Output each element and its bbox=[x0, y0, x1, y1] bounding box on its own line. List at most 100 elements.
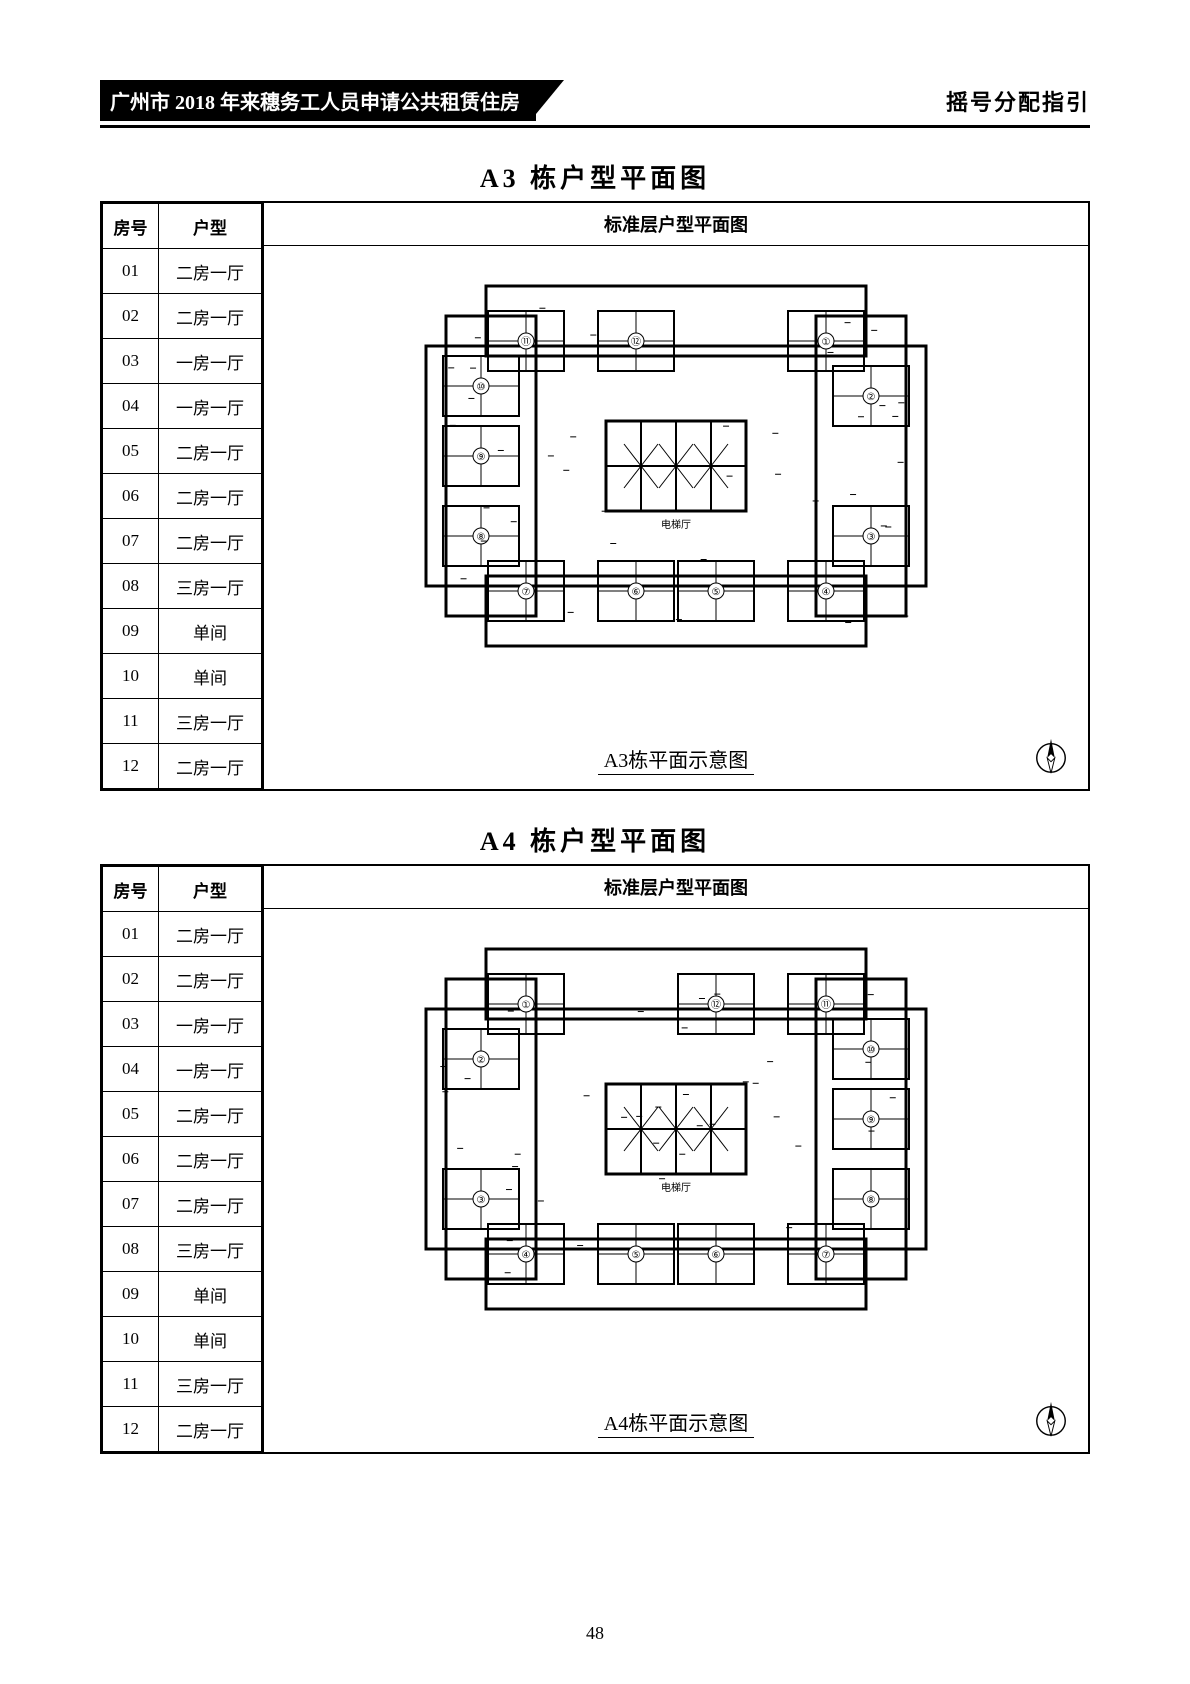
table-cell: 01 bbox=[103, 249, 159, 294]
header-left-badge: 广州市 2018 年来穗务工人员申请公共租赁住房 bbox=[100, 80, 536, 121]
table-cell: 三房一厅 bbox=[159, 1362, 262, 1407]
table-cell: 08 bbox=[103, 564, 159, 609]
section-title: A3 栋户型平面图 bbox=[100, 158, 1090, 195]
table-cell: 一房一厅 bbox=[159, 1047, 262, 1092]
table-row: 02二房一厅 bbox=[103, 957, 262, 1002]
table-row: 08三房一厅 bbox=[103, 1227, 262, 1272]
table-row: 10单间 bbox=[103, 1317, 262, 1362]
plan-caption: A4栋平面示意图 bbox=[264, 1407, 1088, 1436]
table-cell: 12 bbox=[103, 744, 159, 789]
table-header-cell: 户型 bbox=[159, 204, 262, 249]
table-row: 05二房一厅 bbox=[103, 429, 262, 474]
table-row: 07二房一厅 bbox=[103, 1182, 262, 1227]
svg-text:③: ③ bbox=[867, 532, 876, 543]
svg-text:⑨: ⑨ bbox=[477, 452, 486, 463]
table-cell: 10 bbox=[103, 654, 159, 699]
table-row: 10单间 bbox=[103, 654, 262, 699]
table-cell: 07 bbox=[103, 519, 159, 564]
svg-text:⑪: ⑪ bbox=[521, 336, 531, 348]
table-cell: 二房一厅 bbox=[159, 744, 262, 789]
room-table: 房号户型01二房一厅02二房一厅03一房一厅04一房一厅05二房一厅06二房一厅… bbox=[102, 866, 262, 1452]
svg-text:②: ② bbox=[477, 1055, 486, 1066]
compass-icon bbox=[1032, 737, 1070, 775]
table-cell: 08 bbox=[103, 1227, 159, 1272]
svg-text:③: ③ bbox=[477, 1195, 486, 1206]
room-table: 房号户型01二房一厅02二房一厅03一房一厅04一房一厅05二房一厅06二房一厅… bbox=[102, 203, 262, 789]
table-cell: 03 bbox=[103, 339, 159, 384]
table-cell: 06 bbox=[103, 474, 159, 519]
svg-text:④: ④ bbox=[522, 1250, 531, 1261]
table-cell: 二房一厅 bbox=[159, 957, 262, 1002]
table-row: 01二房一厅 bbox=[103, 249, 262, 294]
table-cell: 单间 bbox=[159, 654, 262, 699]
table-cell: 单间 bbox=[159, 1317, 262, 1362]
table-row: 03一房一厅 bbox=[103, 1002, 262, 1047]
table-row: 11三房一厅 bbox=[103, 1362, 262, 1407]
svg-text:⑥: ⑥ bbox=[632, 587, 641, 598]
svg-text:⑤: ⑤ bbox=[632, 1250, 641, 1261]
table-cell: 二房一厅 bbox=[159, 1092, 262, 1137]
svg-text:⑩: ⑩ bbox=[477, 382, 486, 393]
table-cell: 09 bbox=[103, 609, 159, 654]
table-cell: 06 bbox=[103, 1137, 159, 1182]
compass-icon bbox=[1032, 1400, 1070, 1438]
table-row: 11三房一厅 bbox=[103, 699, 262, 744]
table-cell: 二房一厅 bbox=[159, 912, 262, 957]
table-row: 04一房一厅 bbox=[103, 1047, 262, 1092]
table-row: 12二房一厅 bbox=[103, 744, 262, 789]
plan-header: 标准层户型平面图 bbox=[264, 203, 1088, 246]
floorplan-diagram: 电梯厅①②③④⑤⑥⑦⑧⑨⑩⑪⑫ bbox=[396, 919, 956, 1339]
table-cell: 04 bbox=[103, 384, 159, 429]
svg-text:①: ① bbox=[822, 337, 831, 348]
svg-text:电梯厅: 电梯厅 bbox=[661, 518, 691, 531]
plan-caption: A3栋平面示意图 bbox=[264, 744, 1088, 773]
svg-text:①: ① bbox=[522, 1000, 531, 1011]
table-row: 06二房一厅 bbox=[103, 1137, 262, 1182]
table-cell: 二房一厅 bbox=[159, 249, 262, 294]
table-cell: 二房一厅 bbox=[159, 1407, 262, 1452]
table-cell: 一房一厅 bbox=[159, 384, 262, 429]
svg-text:⑫: ⑫ bbox=[711, 999, 721, 1011]
table-header-cell: 房号 bbox=[103, 867, 159, 912]
table-cell: 三房一厅 bbox=[159, 564, 262, 609]
table-row: 06二房一厅 bbox=[103, 474, 262, 519]
header-right-title: 摇号分配指引 bbox=[946, 85, 1090, 117]
table-cell: 二房一厅 bbox=[159, 1137, 262, 1182]
table-cell: 02 bbox=[103, 957, 159, 1002]
table-row: 08三房一厅 bbox=[103, 564, 262, 609]
svg-text:④: ④ bbox=[822, 587, 831, 598]
plan-header: 标准层户型平面图 bbox=[264, 866, 1088, 909]
table-cell: 二房一厅 bbox=[159, 519, 262, 564]
table-cell: 10 bbox=[103, 1317, 159, 1362]
table-cell: 12 bbox=[103, 1407, 159, 1452]
table-row: 02二房一厅 bbox=[103, 294, 262, 339]
svg-text:⑩: ⑩ bbox=[867, 1045, 876, 1056]
page-header: 广州市 2018 年来穗务工人员申请公共租赁住房 摇号分配指引 bbox=[100, 80, 1090, 128]
svg-text:⑧: ⑧ bbox=[867, 1195, 876, 1206]
table-header-cell: 户型 bbox=[159, 867, 262, 912]
table-row: 04一房一厅 bbox=[103, 384, 262, 429]
layout-block: 房号户型01二房一厅02二房一厅03一房一厅04一房一厅05二房一厅06二房一厅… bbox=[100, 864, 1090, 1454]
table-cell: 02 bbox=[103, 294, 159, 339]
table-row: 09单间 bbox=[103, 1272, 262, 1317]
plan-body: 电梯厅①②③④⑤⑥⑦⑧⑨⑩⑪⑫A4栋平面示意图 bbox=[264, 909, 1088, 1452]
table-cell: 单间 bbox=[159, 1272, 262, 1317]
plan-body: 电梯厅①②③④⑤⑥⑦⑧⑨⑩⑪⑫A3栋平面示意图 bbox=[264, 246, 1088, 789]
table-cell: 11 bbox=[103, 699, 159, 744]
table-cell: 03 bbox=[103, 1002, 159, 1047]
table-row: 09单间 bbox=[103, 609, 262, 654]
floorplan-diagram: 电梯厅①②③④⑤⑥⑦⑧⑨⑩⑪⑫ bbox=[396, 256, 956, 676]
svg-text:⑥: ⑥ bbox=[712, 1250, 721, 1261]
table-cell: 三房一厅 bbox=[159, 699, 262, 744]
table-cell: 一房一厅 bbox=[159, 339, 262, 384]
table-row: 03一房一厅 bbox=[103, 339, 262, 384]
table-cell: 01 bbox=[103, 912, 159, 957]
section-title: A4 栋户型平面图 bbox=[100, 821, 1090, 858]
table-cell: 11 bbox=[103, 1362, 159, 1407]
table-cell: 单间 bbox=[159, 609, 262, 654]
svg-text:电梯厅: 电梯厅 bbox=[661, 1181, 691, 1194]
table-cell: 二房一厅 bbox=[159, 294, 262, 339]
table-row: 12二房一厅 bbox=[103, 1407, 262, 1452]
table-row: 05二房一厅 bbox=[103, 1092, 262, 1137]
table-row: 07二房一厅 bbox=[103, 519, 262, 564]
